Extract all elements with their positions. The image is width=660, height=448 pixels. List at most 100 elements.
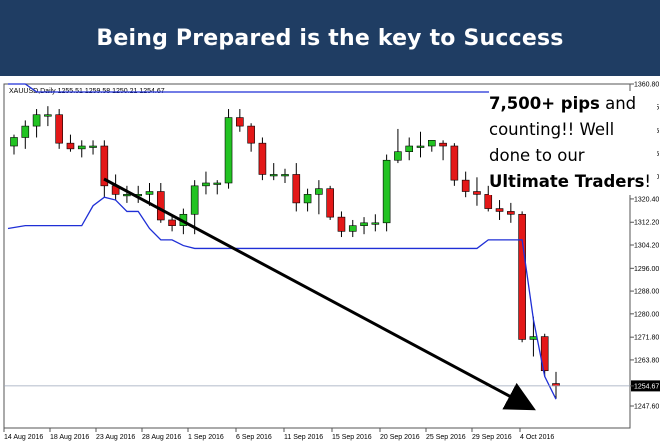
x-tick-label: 18 Aug 2016 xyxy=(50,434,89,441)
candle-body xyxy=(552,383,560,387)
candle xyxy=(394,128,402,164)
candle xyxy=(66,134,75,152)
candle-body xyxy=(461,179,470,192)
candle-body xyxy=(89,145,97,148)
candle-body xyxy=(439,142,447,147)
candle-body xyxy=(236,117,244,127)
x-tick-label: 15 Sep 2016 xyxy=(332,434,372,441)
candle-body xyxy=(303,194,312,204)
candle xyxy=(292,163,301,212)
banner-title: Being Prepared is the key to Success xyxy=(96,25,564,51)
candle xyxy=(281,168,289,183)
candle xyxy=(315,180,323,215)
candle xyxy=(461,171,470,198)
x-tick-label: 14 Aug 2016 xyxy=(4,434,43,441)
candle xyxy=(224,109,233,189)
candle xyxy=(427,140,436,152)
candle xyxy=(518,211,526,343)
candle xyxy=(44,106,52,127)
candle xyxy=(123,185,131,203)
x-tick-label: 25 Sep 2016 xyxy=(426,434,466,441)
candle xyxy=(450,143,459,186)
candle-body xyxy=(326,188,334,218)
candle-body xyxy=(190,185,199,215)
x-tick-label: 20 Sep 2016 xyxy=(380,434,420,441)
channel-upper-line xyxy=(8,83,556,93)
candle-body xyxy=(269,174,278,177)
candle-body xyxy=(32,114,41,127)
x-tick-label: 29 Sep 2016 xyxy=(472,434,512,441)
x-tick-label: 4 Oct 2016 xyxy=(520,434,554,441)
caption-exclaim: ! xyxy=(644,172,652,191)
candle xyxy=(202,171,210,195)
channel-lower-line xyxy=(7,196,557,400)
candle-body xyxy=(529,336,538,340)
candles-group xyxy=(10,106,560,399)
y-tick-label: 1296.00 xyxy=(634,266,659,273)
y-tick-label: 1288.00 xyxy=(634,289,659,296)
candle-body xyxy=(156,191,165,221)
candle-body xyxy=(371,222,380,225)
candle-body xyxy=(416,145,425,148)
candle xyxy=(77,140,86,158)
candle xyxy=(10,134,18,155)
candle xyxy=(247,123,255,152)
candle xyxy=(540,333,549,377)
caption-and: and xyxy=(599,94,637,113)
candle-body xyxy=(55,114,63,144)
plot-frame xyxy=(3,83,631,429)
x-tick-label: 28 Aug 2016 xyxy=(142,434,181,441)
candle xyxy=(416,131,425,158)
candle xyxy=(382,154,391,232)
candle xyxy=(190,180,199,235)
header-banner: Being Prepared is the key to Success xyxy=(0,0,660,76)
candle-body xyxy=(337,216,346,232)
candle-body xyxy=(281,174,289,177)
candle-body xyxy=(145,191,154,195)
candle-body xyxy=(224,117,233,184)
candle xyxy=(269,163,278,181)
candle-body xyxy=(473,191,481,195)
candle xyxy=(326,185,334,220)
candle xyxy=(484,185,493,212)
y-tick-label: 1263.80 xyxy=(634,357,659,364)
candle-body xyxy=(394,151,402,161)
channel-group xyxy=(7,83,557,400)
candle xyxy=(89,140,97,155)
caption-line3: done to our xyxy=(489,146,585,165)
candle xyxy=(303,188,312,212)
candle xyxy=(507,202,515,223)
candle-body xyxy=(258,142,267,175)
caption-traders: Ultimate Traders xyxy=(489,172,645,191)
candle-body xyxy=(123,194,131,197)
candle-body xyxy=(168,219,176,226)
candle-body xyxy=(484,194,493,209)
y-tick-label: 1280.00 xyxy=(634,311,659,318)
candle xyxy=(495,200,504,220)
y-tick-label: 1271.80 xyxy=(634,335,659,342)
candle xyxy=(360,217,368,235)
candle-body xyxy=(292,174,301,204)
candle xyxy=(405,137,414,161)
candle-body xyxy=(213,182,222,185)
candle-body xyxy=(405,145,414,152)
y-tick-label: 1304.20 xyxy=(634,243,659,250)
x-tick-label: 6 Sep 2016 xyxy=(236,434,272,441)
candle xyxy=(21,120,30,149)
candle xyxy=(55,109,63,149)
x-tick-label: 23 Aug 2016 xyxy=(96,434,135,441)
candle xyxy=(213,180,222,195)
candle xyxy=(348,219,357,238)
candle xyxy=(473,177,481,206)
candle-body xyxy=(348,225,357,232)
trend-arrow xyxy=(103,177,536,411)
x-axis: 14 Aug 2016 18 Aug 2016 23 Aug 2016 28 Aug … xyxy=(3,428,554,441)
y-tick-label: 1247.60 xyxy=(634,404,659,411)
candle xyxy=(439,140,447,161)
candle-body xyxy=(315,188,323,195)
y-tick-label: 1312.20 xyxy=(634,220,659,227)
current-price-box xyxy=(631,380,660,392)
candle-body xyxy=(518,213,526,340)
candle-body xyxy=(360,222,368,226)
candle-body xyxy=(540,336,549,372)
